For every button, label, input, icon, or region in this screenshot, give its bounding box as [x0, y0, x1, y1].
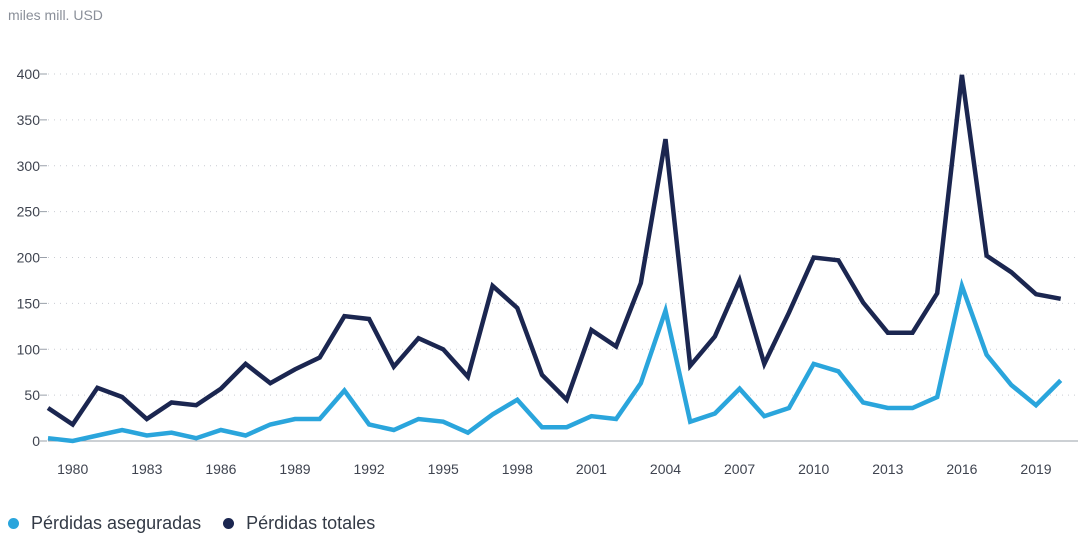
legend-label-insured: Pérdidas aseguradas	[31, 513, 202, 533]
x-tick-label-1989: 1989	[279, 461, 310, 477]
x-tick-label-2007: 2007	[724, 461, 755, 477]
x-tick-label-1983: 1983	[131, 461, 162, 477]
y-tick-label-350: 350	[17, 112, 41, 128]
x-tick-label-2013: 2013	[872, 461, 903, 477]
y-tick-label-0: 0	[32, 433, 40, 449]
y-tick-label-200: 200	[17, 250, 41, 266]
y-tick-label-50: 50	[24, 387, 40, 403]
series-line-insured-losses	[47, 277, 1063, 444]
x-tick-label-1992: 1992	[354, 461, 385, 477]
legend-item-total: Pérdidas totales	[223, 513, 375, 534]
x-tick-label-1995: 1995	[428, 461, 459, 477]
legend-dot-total	[223, 518, 235, 529]
x-tick-label-1986: 1986	[205, 461, 236, 477]
y-axis-ticks: 0 50 100 150 200 250 300 350 400	[17, 66, 47, 449]
y-tick-label-150: 150	[17, 295, 41, 311]
series-line-total-losses	[46, 74, 1062, 428]
y-tick-label-400: 400	[17, 66, 41, 82]
y-tick-label-250: 250	[17, 204, 41, 220]
y-tick-label-100: 100	[17, 341, 41, 357]
legend: Pérdidas aseguradas Pérdidas totales	[8, 513, 375, 534]
legend-label-total: Pérdidas totales	[246, 513, 376, 533]
x-tick-label-1980: 1980	[57, 461, 88, 477]
x-axis: 1980 1983 1986 1989 1992 1995 1998 2001 2004 2007…	[48, 440, 1078, 477]
x-tick-label-2010: 2010	[798, 461, 829, 477]
legend-dot-insured	[8, 518, 19, 529]
x-tick-label-2019: 2019	[1020, 461, 1051, 477]
y-tick-label-300: 300	[17, 158, 41, 174]
x-tick-label-2016: 2016	[946, 461, 977, 477]
series-lines	[46, 74, 1063, 444]
legend-item-insured: Pérdidas aseguradas	[8, 513, 201, 534]
x-tick-label-2004: 2004	[650, 461, 681, 477]
x-tick-label-1998: 1998	[502, 461, 533, 477]
x-tick-label-2001: 2001	[576, 461, 607, 477]
gridlines	[48, 73, 1078, 396]
y-axis-unit-label: miles mill. USD	[8, 7, 103, 23]
